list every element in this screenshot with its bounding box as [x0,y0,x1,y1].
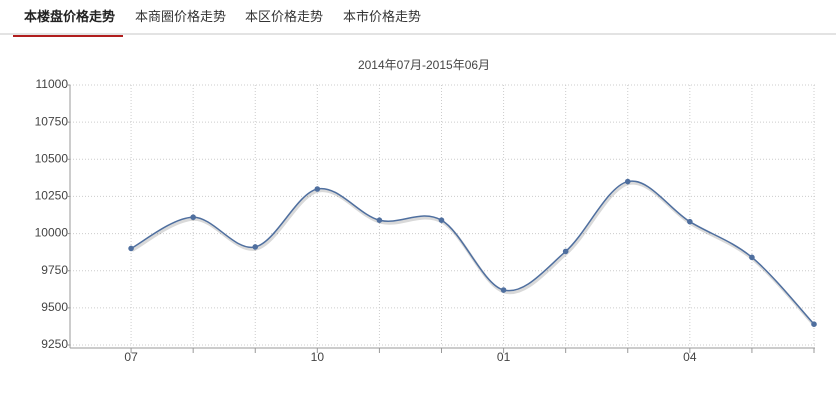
point [376,217,383,223]
tab[interactable]: 本楼盘价格走势 [13,0,123,37]
y-tick-label: 10750 [35,114,69,128]
point [314,186,321,192]
y-tick-label: 10000 [35,226,69,240]
x-tick-label: 04 [683,350,697,364]
point [500,287,507,293]
y-tick-label: 11000 [36,77,69,91]
y-tick-label: 10250 [35,189,69,203]
tab[interactable]: 本商圈价格走势 [135,9,227,24]
point [438,217,445,223]
x-tick-label: 07 [124,350,138,364]
y-tick-label: 9500 [41,300,68,314]
x-tick-label: 01 [497,350,511,364]
x-tick-label: 10 [311,350,325,364]
point [252,244,259,250]
tab[interactable]: 本市价格走势 [343,9,422,24]
y-tick-label: 10500 [35,151,69,165]
point [811,321,817,328]
point [128,245,134,252]
line [130,180,815,325]
tab[interactable]: 本区价格走势 [245,9,324,24]
point [190,214,196,221]
tab-bar: 本楼盘价格走势 本商圈价格走势 本区价格走势 本市价格走势 [0,0,836,37]
line-shadow [131,181,817,328]
point [562,248,569,255]
point [687,218,693,225]
point [624,178,631,185]
point [749,254,755,261]
chart-title: 2014年07月-2015年06月 [358,58,490,72]
y-tick-label: 9750 [41,263,68,277]
y-tick-label: 9250 [41,337,68,351]
